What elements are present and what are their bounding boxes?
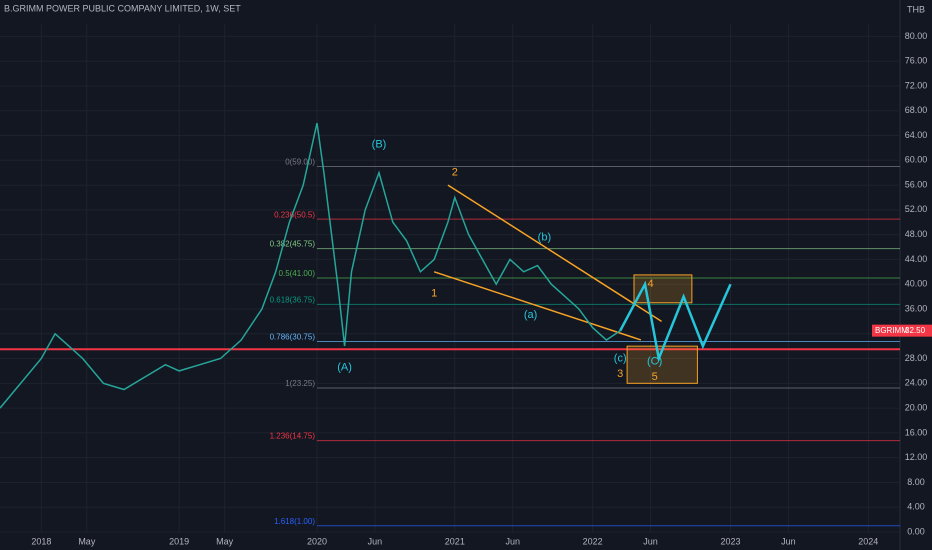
x-tick-label: Jun: [368, 536, 383, 546]
wave-label: 5: [652, 371, 658, 383]
wave-label: 4: [647, 278, 653, 290]
x-tick-label: 2023: [720, 536, 740, 546]
wave-label: (c): [614, 352, 627, 364]
fib-label: 0.5(41.00): [279, 269, 316, 278]
price-line: [0, 122, 621, 409]
y-tick-label: 16.00: [905, 427, 928, 437]
y-tick-label: 56.00: [905, 179, 928, 189]
y-tick-label: 4.00: [907, 502, 925, 512]
wave-label: (B): [372, 139, 387, 151]
x-tick-label: May: [78, 536, 96, 546]
fib-label: 1.236(14.75): [270, 432, 316, 441]
y-tick-label: 44.00: [905, 254, 928, 264]
y-tick-label: 20.00: [905, 402, 928, 412]
price-label: 32.50: [905, 326, 926, 335]
fib-label: 0(59.00): [285, 158, 315, 167]
wave-label: (b): [538, 232, 551, 244]
fib-label: 0.236(50.5): [274, 210, 315, 219]
fib-label: 1(23.25): [285, 379, 315, 388]
x-tick-label: May: [216, 536, 234, 546]
fib-label: 1.618(1.00): [274, 517, 315, 526]
y-tick-label: 24.00: [905, 378, 928, 388]
y-tick-label: 76.00: [905, 56, 928, 66]
y-tick-label: 48.00: [905, 229, 928, 239]
x-tick-label: Jun: [643, 536, 658, 546]
x-tick-label: 2024: [858, 536, 878, 546]
x-tick-label: 2018: [31, 536, 51, 546]
x-tick-label: 2019: [169, 536, 189, 546]
y-tick-label: 8.00: [907, 477, 925, 487]
chart-title: B.GRIMM POWER PUBLIC COMPANY LIMITED, 1W…: [4, 3, 241, 13]
y-tick-label: 36.00: [905, 303, 928, 313]
x-tick-label: Jun: [781, 536, 796, 546]
y-tick-label: 52.00: [905, 204, 928, 214]
y-tick-label: 80.00: [905, 31, 928, 41]
projection: [619, 280, 732, 363]
x-tick-label: Jun: [505, 536, 520, 546]
y-tick-label: 0.00: [907, 526, 925, 536]
y-tick-label: 28.00: [905, 353, 928, 363]
y-tick-label: 68.00: [905, 105, 928, 115]
trend-line: [433, 271, 642, 341]
fib-label: 0.382(45.75): [270, 240, 316, 249]
wave-label: 1: [431, 287, 437, 299]
fib-label: 0.618(36.75): [270, 295, 316, 304]
wave-label: (A): [337, 362, 352, 374]
y-tick-label: 12.00: [905, 452, 928, 462]
trend-line: [447, 184, 662, 322]
y-tick-label: 40.00: [905, 279, 928, 289]
x-tick-label: 2021: [445, 536, 465, 546]
wave-label: 3: [617, 368, 623, 380]
x-tick-label: 2022: [583, 536, 603, 546]
wave-label: (C): [647, 356, 662, 368]
y-tick-label: 72.00: [905, 80, 928, 90]
y-tick-label: 60.00: [905, 155, 928, 165]
wave-label: (a): [524, 309, 537, 321]
fib-label: 0.786(30.75): [270, 333, 316, 342]
price-tag: [872, 324, 932, 337]
symbol-label: BGRIMM: [875, 326, 908, 335]
x-tick-label: 2020: [307, 536, 327, 546]
currency: THB: [907, 4, 925, 14]
wave-label: 2: [452, 167, 458, 179]
y-tick-label: 64.00: [905, 130, 928, 140]
